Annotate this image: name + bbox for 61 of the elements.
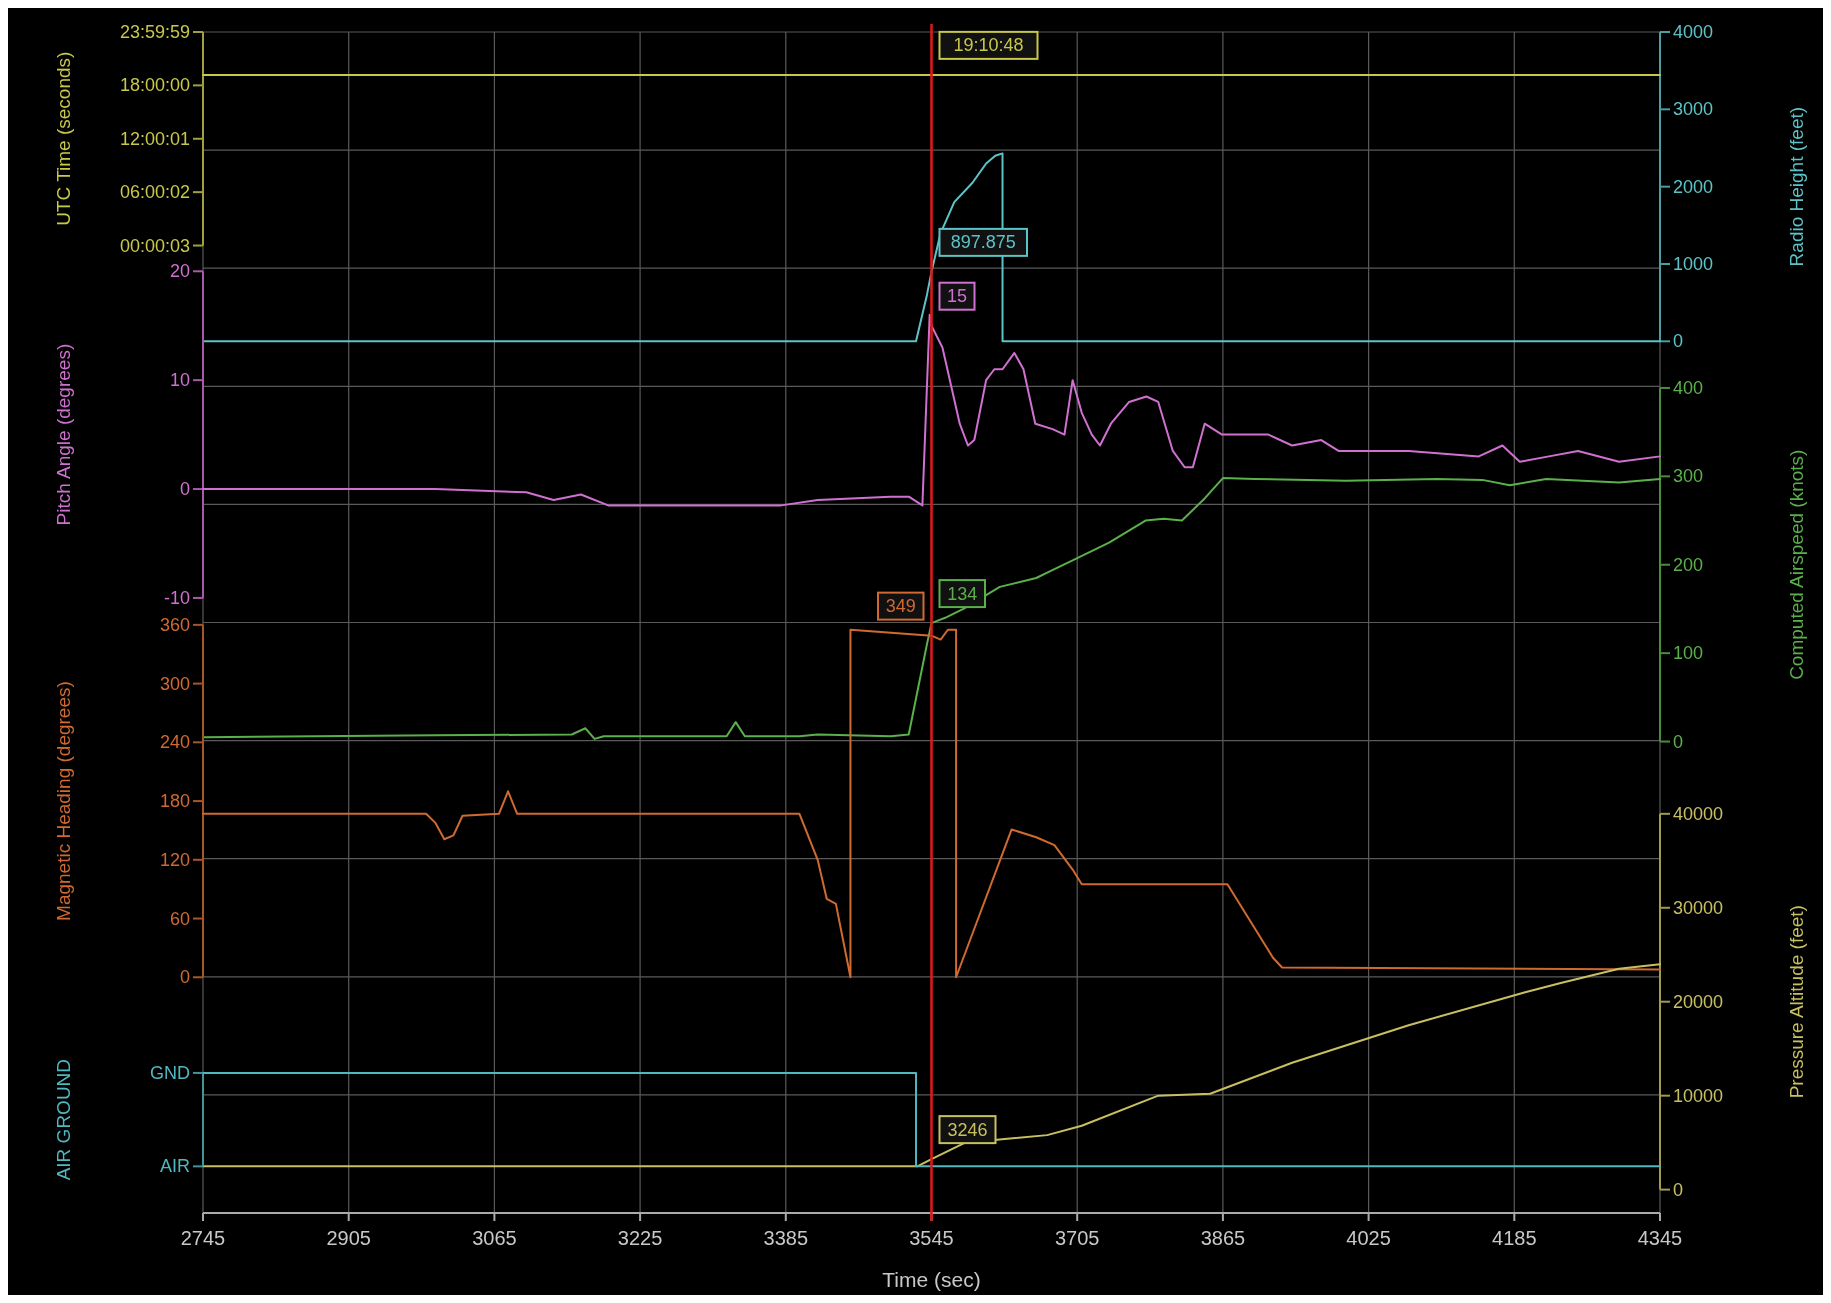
x-tick-label: 4345 xyxy=(1637,1227,1683,1249)
y-tick-label: 06:00:02 xyxy=(119,182,190,203)
y2-tick-label: 2000 xyxy=(1673,176,1714,197)
y-tick-label: 18:00:00 xyxy=(119,75,190,96)
x-tick-label: 3705 xyxy=(1054,1227,1100,1249)
x-tick-label: 3545 xyxy=(909,1227,954,1249)
x-tick-label: 3225 xyxy=(617,1227,663,1249)
y2-tick-label: 10000 xyxy=(1673,1085,1724,1106)
y2-tick-label: 40000 xyxy=(1673,803,1724,824)
data-label: 349 xyxy=(885,596,916,617)
line-series xyxy=(202,963,1661,1168)
y2-tick-label: 20000 xyxy=(1673,991,1724,1012)
y2-tick-label: 4000 xyxy=(1673,22,1714,42)
y-axis-title: AIR GROUND xyxy=(53,1058,74,1181)
data-label: 15 xyxy=(946,286,968,307)
data-label: 3246 xyxy=(947,1119,988,1140)
y2-tick-label: 0 xyxy=(1673,331,1684,352)
y2-tick-label: 0 xyxy=(1673,1179,1684,1200)
y2-tick-label: 100 xyxy=(1673,643,1704,664)
y-tick-label: 120 xyxy=(159,849,190,870)
x-tick-label: 3865 xyxy=(1200,1227,1246,1249)
y-tick-label: -10 xyxy=(163,587,190,608)
y-tick-label: 180 xyxy=(159,791,190,812)
x-tick-label: 3385 xyxy=(763,1227,809,1249)
y-tick-label: 0 xyxy=(179,967,190,988)
x-tick-label: 2905 xyxy=(326,1227,371,1249)
y-tick-label: 300 xyxy=(159,673,190,694)
y-tick-label: 0 xyxy=(179,479,190,500)
y-tick-label: 60 xyxy=(169,908,190,929)
x-tick-label: 3065 xyxy=(472,1227,517,1249)
y-tick-label: 12:00:01 xyxy=(119,128,190,149)
y2-tick-label: 0 xyxy=(1673,731,1684,752)
line-series xyxy=(202,313,1661,507)
y-tick-label: 00:00:03 xyxy=(119,235,190,256)
y-tick-label: 20 xyxy=(169,261,190,282)
y2-tick-label: 300 xyxy=(1673,466,1704,487)
text: AIR xyxy=(159,1156,190,1177)
x-tick-label: 4185 xyxy=(1492,1227,1537,1249)
y-axis-title: Pitch Angle (degrees) xyxy=(53,343,74,526)
y-axis-title: Magnetic Heading (degrees) xyxy=(53,681,74,921)
y2-tick-label: 30000 xyxy=(1673,897,1724,918)
y-tick-label: 10 xyxy=(169,370,190,391)
y2-tick-label: 200 xyxy=(1673,554,1704,575)
data-label: 134 xyxy=(947,583,978,604)
y-tick-label: 240 xyxy=(159,732,190,753)
y2-axis-title: Pressure Altitude (feet) xyxy=(1786,905,1807,1099)
y-tick-label: 23:59:59 xyxy=(119,22,190,42)
x-axis-title: Time (sec) xyxy=(882,1268,981,1291)
x-tick-label: 4025 xyxy=(1346,1227,1391,1249)
data-label: 19:10:48 xyxy=(953,35,1024,56)
x-tick-label: 2745 xyxy=(180,1227,226,1249)
y2-axis-title: Radio Height (feet) xyxy=(1786,106,1807,267)
y2-axis-title: Computed Airspeed (knots) xyxy=(1786,449,1807,680)
y2-tick-label: 1000 xyxy=(1673,253,1714,274)
text: GND xyxy=(150,1062,190,1083)
y-tick-label: 360 xyxy=(159,614,190,635)
y-axis-title: UTC Time (seconds) xyxy=(53,51,74,226)
y2-tick-label: 400 xyxy=(1673,377,1704,398)
y2-tick-label: 3000 xyxy=(1673,99,1714,120)
data-label: 897.875 xyxy=(950,232,1016,253)
line-series xyxy=(202,628,1661,979)
